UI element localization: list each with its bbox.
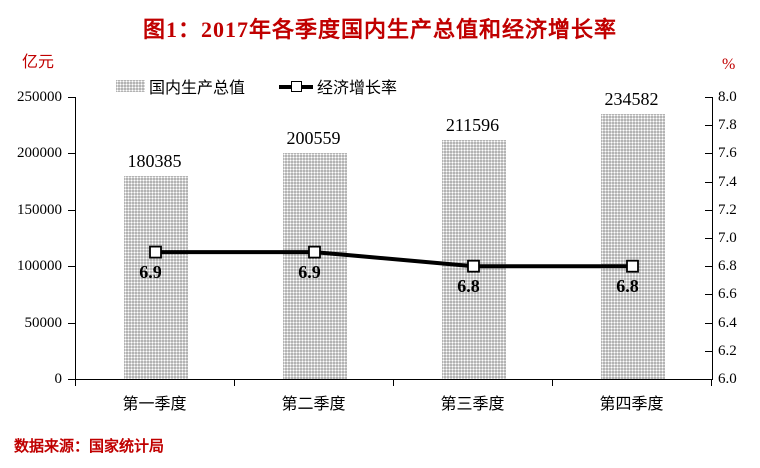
- x-axis-tick: [552, 379, 553, 386]
- right-axis-tick: [705, 266, 712, 268]
- x-axis-category-label: 第二季度: [281, 396, 346, 413]
- left-axis-tick: [68, 209, 75, 211]
- left-axis-tick: [68, 97, 75, 98]
- right-axis-tick-label: 6.6: [718, 286, 737, 303]
- right-axis-tick-label: 7.6: [718, 145, 737, 162]
- left-axis-unit: 亿元: [22, 54, 55, 71]
- gdp-bar: [123, 175, 188, 379]
- growth-rate-label: 6.8: [616, 276, 639, 297]
- right-axis-tick-label: 6.2: [718, 342, 737, 359]
- gdp-value-label: 234582: [604, 89, 659, 110]
- right-axis-tick-label: 6.0: [718, 371, 737, 387]
- chart-title: 图1：2017年各季度国内生产总值和经济增长率: [142, 17, 617, 42]
- growth-rate-marker: [308, 245, 321, 259]
- x-axis-tick: [75, 379, 76, 386]
- growth-line-swatch-icon: [279, 80, 314, 92]
- left-axis-tick: [68, 322, 75, 324]
- right-axis-tick: [705, 97, 712, 98]
- growth-rate-label: 6.9: [139, 262, 162, 283]
- gdp-bar: [600, 114, 665, 379]
- right-axis-tick-label: 7.2: [718, 201, 737, 218]
- right-axis-tick-label: 7.0: [718, 230, 737, 246]
- left-axis-tick-label: 150000: [17, 201, 62, 218]
- right-axis-tick: [705, 125, 712, 127]
- right-axis-tick-label: 6.4: [718, 314, 737, 331]
- right-axis-tick: [705, 379, 712, 380]
- plot-area: [75, 97, 713, 380]
- left-axis-tick: [68, 379, 75, 380]
- gdp-bar: [441, 140, 506, 379]
- gdp-value-label: 211596: [445, 115, 500, 136]
- right-axis-tick: [705, 181, 712, 183]
- legend-item-gdp: 国内生产总值: [116, 74, 245, 98]
- growth-rate-marker: [467, 259, 480, 273]
- data-source-note: 数据来源：国家统计局: [14, 439, 165, 455]
- gdp-bar-swatch-icon: [116, 80, 145, 92]
- right-axis-tick: [705, 153, 712, 155]
- x-axis-tick: [711, 379, 712, 386]
- right-axis-tick: [705, 322, 712, 324]
- right-axis-tick-label: 7.4: [718, 173, 737, 190]
- left-axis-tick-label: 100000: [17, 258, 62, 275]
- gdp-bar: [282, 152, 347, 379]
- legend-item-growth: 经济增长率: [279, 74, 397, 98]
- right-axis-tick-label: 8.0: [718, 89, 737, 105]
- gdp-value-label: 180385: [127, 150, 182, 171]
- x-axis-tick: [393, 379, 394, 386]
- right-axis-tick: [705, 294, 712, 296]
- legend: 国内生产总值 经济增长率: [116, 74, 397, 98]
- growth-rate-label: 6.8: [457, 276, 480, 297]
- left-axis-tick-label: 50000: [24, 314, 63, 331]
- growth-rate-marker: [149, 245, 162, 259]
- x-axis-category-label: 第三季度: [440, 396, 505, 413]
- right-axis-tick: [705, 238, 712, 239]
- gdp-value-label: 200559: [286, 127, 341, 148]
- x-axis-tick: [234, 379, 235, 386]
- x-axis-category-label: 第四季度: [599, 396, 664, 413]
- right-axis-tick-label: 7.8: [718, 117, 737, 134]
- right-axis-tick: [705, 209, 712, 211]
- right-axis-unit: %: [722, 56, 736, 73]
- legend-label-growth: 经济增长率: [317, 80, 398, 97]
- growth-rate-line: [149, 245, 639, 273]
- left-axis-tick-label: 250000: [17, 89, 62, 105]
- left-axis-tick: [68, 266, 75, 268]
- left-axis-tick: [68, 153, 75, 155]
- x-axis-category-label: 第一季度: [122, 396, 187, 413]
- left-axis-tick-label: 0: [54, 371, 63, 387]
- left-axis-tick-label: 200000: [17, 145, 62, 162]
- right-axis-tick-label: 6.8: [718, 258, 737, 275]
- right-axis-tick: [705, 350, 712, 352]
- legend-label-gdp: 国内生产总值: [149, 80, 246, 97]
- growth-rate-label: 6.9: [298, 262, 321, 283]
- growth-rate-marker: [626, 259, 639, 273]
